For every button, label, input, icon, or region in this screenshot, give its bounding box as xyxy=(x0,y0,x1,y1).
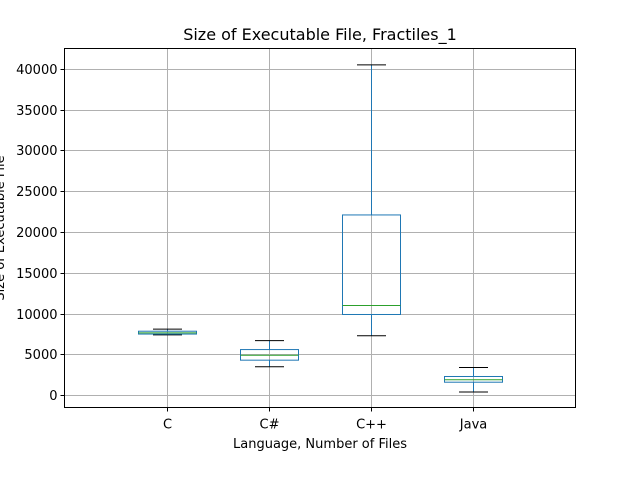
x-tick-label: C# xyxy=(260,418,280,433)
y-tick-label: 10000 xyxy=(16,308,57,323)
x-axis-label: Language, Number of Files xyxy=(233,437,407,452)
y-tick-label: 15000 xyxy=(16,267,57,282)
y-tick-label: 25000 xyxy=(16,185,57,200)
box-c- xyxy=(240,340,299,368)
y-tick-label: 5000 xyxy=(24,348,57,363)
x-tick-label: C++ xyxy=(356,418,387,433)
x-tick-label: C xyxy=(163,418,172,433)
y-axis-label: Size of Executable File xyxy=(0,155,8,300)
box-java xyxy=(444,367,503,393)
box-series xyxy=(138,64,503,393)
iqr-box xyxy=(342,214,401,315)
x-axis-ticks: C C# C++ Java xyxy=(163,407,487,433)
y-tick-label: 20000 xyxy=(16,226,57,241)
y-axis-ticks: 0 5000 10000 15000 20000 25000 30000 35000 40000 xyxy=(16,63,65,404)
grid-lines xyxy=(64,48,576,408)
y-tick-label: 0 xyxy=(49,389,57,404)
box-c xyxy=(138,328,197,336)
y-tick-label: 40000 xyxy=(16,63,57,78)
chart-title: Size of Executable File, Fractiles_1 xyxy=(183,25,457,45)
y-tick-label: 35000 xyxy=(16,104,57,119)
box-c- xyxy=(342,64,401,337)
x-tick-label: Java xyxy=(459,418,487,433)
y-tick-label: 30000 xyxy=(16,144,57,159)
plot-frame xyxy=(64,48,576,408)
